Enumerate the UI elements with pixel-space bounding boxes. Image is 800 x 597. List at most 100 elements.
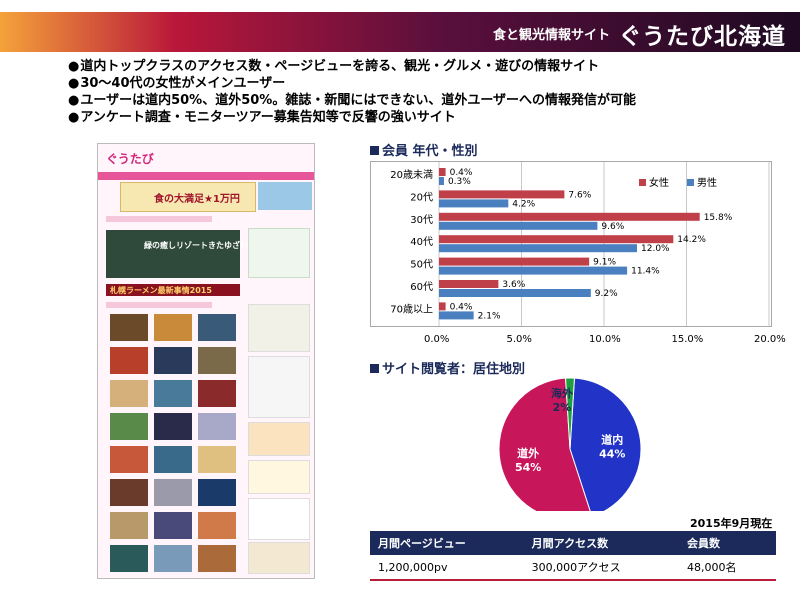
chart-section-title: 会員 年代・性別 [370,140,478,159]
pie-slice-name: 道内 [601,433,623,447]
site-ad [248,356,310,418]
site-hero-text: 食の大満足★1万円 [154,194,240,205]
stats-cell: 300,000アクセス [523,555,679,581]
bar-data-label: 12.0% [641,244,670,254]
bar-chart-area: 20歳未満 0.4% 0.3% 20代 7.6% 4.2% 30代 15.8% 9.6% 40代 1… [370,161,772,327]
pie-slice [565,377,575,450]
site-map [248,228,310,278]
bar-female [439,168,446,176]
stats-cell: 48,000名 [679,555,776,581]
x-tick-label: 10.0% [589,334,621,345]
bar-female [439,212,700,221]
site-photo-tile [110,314,148,341]
stats-header-cell: 会員数 [679,531,776,555]
site-ad [248,498,310,540]
banner-title: ぐうたび北海道 [618,24,786,50]
x-tick-label: 5.0% [506,334,532,345]
site-photo-tile [110,545,148,572]
pie-slice [569,377,642,518]
site-photo-tile [110,512,148,539]
banner-subtitle: 食と観光情報サイト [492,28,610,43]
site-hero-banner [120,182,256,212]
category-label: 70歳以上 [390,303,433,315]
legend-label: 女性 [649,176,669,189]
site-photo-tile [110,380,148,407]
pie-chart-area: 道内 44% 道外 54% 海外 2% [370,377,770,521]
x-tick-label: 0.0% [424,334,450,345]
site-photo-tile [198,347,236,374]
category-label: 30代 [410,214,433,226]
site-photo-tile [154,512,192,539]
bar-chart: 20歳未満 0.4%0.3%20代 7.6%4.2%30代 15.8%9.6%40代 1… [390,162,770,326]
bar-data-label: 9.2% [595,289,618,299]
site-photo-tile [110,347,148,374]
stats-header-row: 月間ページビュー 月間アクセス数 会員数 [370,531,776,555]
bar-data-label: 0.4% [450,302,473,312]
site-photo-tile [198,512,236,539]
bar-data-label: 9.1% [593,258,616,268]
legend-swatch [687,179,694,186]
bar-female [439,257,590,266]
bar-data-label: 0.3% [448,177,471,187]
pie-slice-value: 54% [515,461,541,474]
site-photo-tile [154,347,192,374]
site-photo-tile [110,446,148,473]
site-side-banner [258,182,312,210]
square-marker-icon [370,364,379,373]
site-photo-tile [198,314,236,341]
bullet-item: 道内トップクラスのアクセス数・ページビューを誇る、観光・グルメ・遊びの情報サイト [68,58,636,75]
site-ad [248,460,310,494]
bar-male [439,221,598,230]
bullet-list: 道内トップクラスのアクセス数・ページビューを誇る、観光・グルメ・遊びの情報サイト… [68,58,636,126]
legend-label: 男性 [697,176,717,189]
pie-slice-name: 海外 [551,386,573,400]
site-feature-text: 緑の癒しリゾートきたゆざわ [144,241,248,250]
site-photo-tile [154,314,192,341]
site-photo-tile [198,545,236,572]
stats-table: 月間ページビュー 月間アクセス数 会員数 1,200,000pv 300,000… [370,531,776,581]
site-photo-tile [154,380,192,407]
site-section-header [106,302,212,308]
bar-male [439,289,591,297]
bar-male [439,199,509,208]
site-feature-image [106,230,240,278]
site-photo-tile [198,413,236,440]
pie-slice-value: 44% [599,448,625,461]
site-photo-tile [198,479,236,506]
stats-header-cell: 月間ページビュー [370,531,524,555]
site-photo-tile [110,413,148,440]
stats-cell: 1,200,000pv [370,555,524,581]
bullet-item: アンケート調査・モニターツアー募集告知等で反響の強いサイト [68,109,636,126]
pie-section-title: サイト閲覧者：居住地別 [370,358,525,377]
site-logo: ぐうたび [106,152,154,166]
x-tick-label: 20.0% [754,334,786,345]
bullet-item: ユーザーは道内50%、道外50%。雑誌・新聞にはできない、道外ユーザーへの情報発… [68,92,636,109]
bar-data-label: 7.6% [568,190,591,200]
category-label: 50代 [410,259,433,271]
title-banner [0,12,800,52]
pie-section-title-text: サイト閲覧者：居住地別 [382,362,526,377]
site-photo-tile [154,545,192,572]
chart-section-title-text: 会員 年代・性別 [382,144,478,159]
site-ramen-banner [106,284,240,296]
site-photo-tile [154,413,192,440]
bar-male [439,266,628,275]
bar-male [439,177,444,185]
bar-female [439,235,674,244]
bar-data-label: 15.8% [704,213,733,223]
site-photo-tile [110,479,148,506]
bar-female [439,302,446,311]
bar-female [439,190,565,199]
bar-data-label: 0.4% [450,168,473,178]
bar-data-label: 14.2% [677,235,706,245]
site-photo-tile [198,380,236,407]
site-section-header [106,216,212,222]
site-photo-tile [154,446,192,473]
bar-male [439,244,637,253]
site-photo-tile [154,479,192,506]
bar-data-label: 4.2% [512,199,535,209]
legend-swatch [639,179,646,186]
site-nav-bar [98,172,314,180]
x-tick-label: 15.0% [671,334,704,345]
